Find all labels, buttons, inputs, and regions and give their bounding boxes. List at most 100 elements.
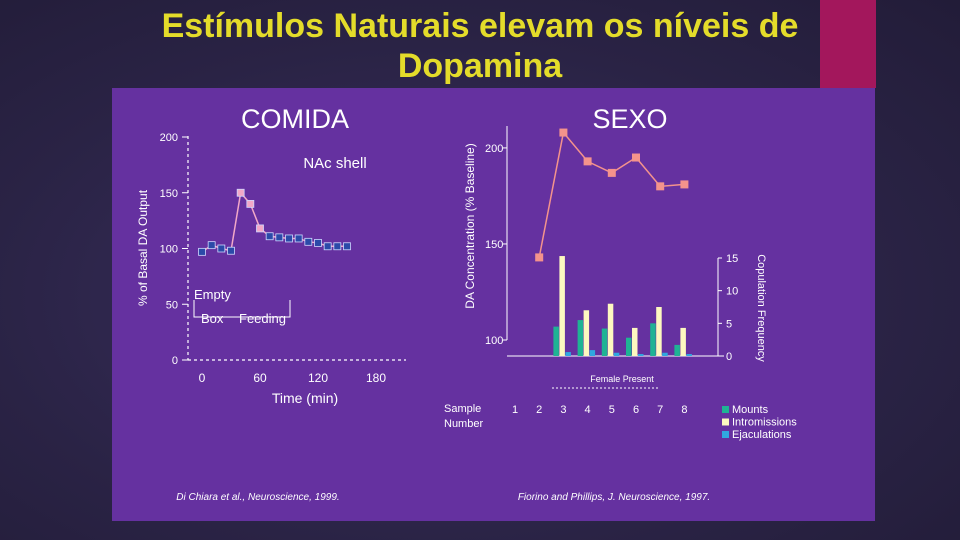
sexo-source: Fiorino and Phillips, J. Neuroscience, 1… xyxy=(518,492,710,503)
comida-point xyxy=(314,239,322,247)
sexo-bar xyxy=(553,326,559,356)
sexo-point xyxy=(535,253,544,262)
sexo-x-ticks: 1 2 3 4 5 6 7 8 xyxy=(512,404,688,416)
sexo-x-tick-label: 3 xyxy=(560,404,566,416)
empty-box-bracket xyxy=(193,300,232,318)
comida-point xyxy=(333,242,342,251)
title-line-2: Dopamina xyxy=(397,47,563,85)
sexo-bar xyxy=(686,354,692,356)
sexo-y2-tick-label: 5 xyxy=(726,318,732,330)
sexo-y2-label: Copulation Frequency xyxy=(755,254,767,362)
comida-x-tick-label: 0 xyxy=(199,371,206,385)
sexo-point xyxy=(607,168,616,177)
sexo-series-lines xyxy=(538,130,685,258)
sexo-x-tick-label: 5 xyxy=(609,404,615,416)
feeding-bracket xyxy=(232,300,291,318)
sexo-bar xyxy=(559,256,565,356)
legend-swatch xyxy=(722,418,729,426)
comida-x-label: Time (min) xyxy=(272,390,338,406)
sexo-chart: SEXO DA Concentration (% Baseline) Copul… xyxy=(444,104,797,503)
sexo-bar xyxy=(632,327,638,356)
sexo-bar xyxy=(565,352,571,356)
sexo-y-tick-label: 100 xyxy=(485,335,503,347)
annotation-empty: Empty xyxy=(194,287,231,302)
sexo-point xyxy=(632,153,640,162)
content-panel: COMIDA NAc shell % of Basal DA Output Ti… xyxy=(112,88,875,521)
comida-point xyxy=(246,200,255,208)
sexo-bar xyxy=(674,344,680,356)
comida-series-lines xyxy=(201,191,347,253)
sexo-bar xyxy=(577,320,584,356)
sexo-x-label: Sample Number xyxy=(444,403,484,430)
sexo-x-tick-label: 7 xyxy=(657,404,663,416)
sexo-bar xyxy=(662,352,668,356)
comida-point xyxy=(343,242,351,251)
comida-line xyxy=(201,191,347,253)
sexo-bar xyxy=(680,327,686,356)
sexo-x-tick-label: 2 xyxy=(536,404,542,416)
sexo-y2-tick-label: 0 xyxy=(726,351,732,363)
comida-point xyxy=(207,241,216,250)
sexo-point xyxy=(656,182,665,191)
sexo-y-tick-label: 200 xyxy=(485,143,503,155)
comida-x-tick-label: 120 xyxy=(308,371,328,385)
sexo-bar xyxy=(607,303,614,356)
annotation-feeding: Feeding xyxy=(239,311,286,326)
sexo-y-tick-label: 150 xyxy=(485,239,503,251)
sexo-x-tick-label: 1 xyxy=(512,404,518,416)
comida-point xyxy=(265,232,274,241)
sexo-x-tick-label: 8 xyxy=(681,404,687,416)
sexo-bar xyxy=(613,352,620,356)
sexo-y-ticks: 100 150 200 xyxy=(485,143,507,347)
accent-bar xyxy=(820,0,876,88)
comida-y-tick-label: 200 xyxy=(160,132,178,144)
sexo-line xyxy=(538,130,685,258)
sexo-bar xyxy=(601,328,608,356)
comida-point xyxy=(304,237,313,246)
comida-y-tick-label: 150 xyxy=(160,188,178,200)
comida-y-ticks: 0 50 100 150 200 xyxy=(160,132,188,367)
comida-x-tick-label: 60 xyxy=(253,371,267,385)
sexo-x-label-box: Sample Number xyxy=(444,403,484,430)
sexo-bar xyxy=(589,350,596,356)
sexo-point xyxy=(559,128,568,137)
comida-series-points xyxy=(198,188,351,256)
comida-point xyxy=(198,247,206,256)
comida-chart: COMIDA NAc shell % of Basal DA Output Ti… xyxy=(136,104,406,503)
comida-point xyxy=(275,233,284,242)
title-line-1: Estímulos Naturais elevam os níveis de xyxy=(161,7,799,45)
sexo-y-label: DA Concentration (% Baseline) xyxy=(463,143,477,308)
comida-title: COMIDA xyxy=(241,104,349,134)
comida-point xyxy=(256,224,264,233)
comida-y-tick-label: 0 xyxy=(172,355,178,367)
comida-y-tick-label: 100 xyxy=(160,244,178,256)
comida-point xyxy=(236,188,245,197)
comida-y-label: % of Basal DA Output xyxy=(136,189,150,306)
legend-label: Intromissions xyxy=(732,417,797,429)
comida-point xyxy=(285,234,293,243)
slide-title: Estímulos Naturais elevam os níveis de D… xyxy=(0,6,960,86)
legend-swatch xyxy=(722,431,729,438)
sexo-y2-tick-label: 15 xyxy=(726,253,738,265)
legend-swatch xyxy=(722,406,729,413)
sexo-bar xyxy=(650,323,656,356)
sexo-bar xyxy=(656,307,662,356)
sexo-series-points xyxy=(535,128,689,262)
comida-point xyxy=(323,242,332,251)
legend-label: Ejaculations xyxy=(732,429,792,441)
female-present-label: Female Present xyxy=(590,374,654,384)
comida-y-tick-label: 50 xyxy=(166,299,178,311)
sexo-x-tick-label: 4 xyxy=(585,404,591,416)
charts-svg: COMIDA NAc shell % of Basal DA Output Ti… xyxy=(136,104,797,503)
comida-x-tick-label: 180 xyxy=(366,371,386,385)
sexo-bar xyxy=(626,337,632,356)
sexo-point xyxy=(680,180,689,189)
comida-x-ticks: 0 60 120 180 xyxy=(199,371,387,385)
annotation-box: Box xyxy=(201,311,224,326)
sexo-y2-tick-label: 10 xyxy=(726,286,738,298)
sexo-title: SEXO xyxy=(592,104,667,134)
comida-point xyxy=(227,246,235,255)
sexo-x-tick-label: 6 xyxy=(633,404,639,416)
sexo-point xyxy=(583,157,592,166)
